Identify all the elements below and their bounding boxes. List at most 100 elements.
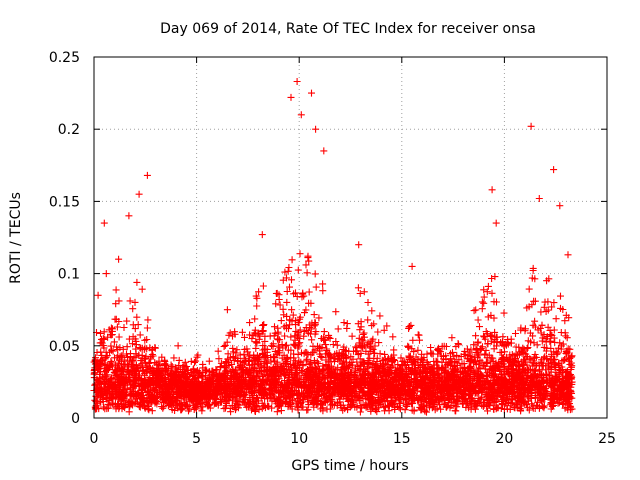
data-point xyxy=(409,336,417,344)
data-point xyxy=(311,270,319,278)
data-point xyxy=(537,308,545,316)
data-point xyxy=(476,323,483,331)
data-point xyxy=(381,407,389,415)
data-point xyxy=(472,332,480,340)
data-point xyxy=(416,336,423,344)
data-point xyxy=(248,406,255,414)
data-point xyxy=(132,345,140,353)
data-point xyxy=(423,350,431,358)
data-point xyxy=(348,332,356,340)
data-point xyxy=(310,311,318,319)
data-point xyxy=(364,316,372,324)
data-point xyxy=(410,407,418,415)
data-point xyxy=(320,328,328,336)
data-points xyxy=(90,78,576,416)
data-point xyxy=(277,317,285,325)
data-point xyxy=(557,292,564,300)
data-point xyxy=(480,299,488,307)
data-point xyxy=(538,321,546,329)
data-point xyxy=(253,302,261,310)
data-point xyxy=(474,316,482,324)
data-point xyxy=(220,343,228,350)
data-point xyxy=(512,330,519,337)
data-point xyxy=(121,404,129,412)
data-point xyxy=(288,256,296,264)
data-point xyxy=(375,339,383,347)
data-point xyxy=(488,289,496,297)
data-point xyxy=(539,403,547,411)
data-point xyxy=(374,328,382,336)
data-point xyxy=(110,338,118,346)
data-point xyxy=(284,267,292,275)
data-point xyxy=(293,293,301,300)
data-point xyxy=(326,334,334,342)
data-point xyxy=(368,307,376,315)
data-point xyxy=(312,283,320,291)
data-point xyxy=(287,333,295,341)
data-point xyxy=(478,305,486,313)
data-point xyxy=(332,308,340,316)
data-point xyxy=(115,333,123,341)
data-point xyxy=(112,286,120,294)
data-point xyxy=(552,315,560,323)
data-point xyxy=(215,355,223,363)
data-point xyxy=(133,313,141,321)
data-point xyxy=(303,269,311,277)
data-point xyxy=(100,328,108,336)
data-point xyxy=(547,331,555,339)
data-point xyxy=(448,334,456,342)
data-point xyxy=(131,325,139,333)
data-point xyxy=(472,306,480,314)
data-point xyxy=(500,309,508,317)
data-point xyxy=(292,289,299,297)
data-point xyxy=(381,350,389,358)
data-point xyxy=(323,405,331,413)
data-point xyxy=(305,288,313,296)
data-point xyxy=(276,301,284,309)
data-point xyxy=(129,357,137,364)
data-point xyxy=(296,250,304,258)
data-point xyxy=(390,346,398,354)
data-point xyxy=(484,282,492,290)
data-point xyxy=(123,317,131,325)
data-point xyxy=(288,276,295,284)
data-point xyxy=(360,329,368,337)
data-point xyxy=(271,323,278,331)
data-point xyxy=(333,341,341,349)
data-point xyxy=(488,275,496,282)
data-point xyxy=(395,404,403,412)
data-point xyxy=(259,321,266,329)
data-point xyxy=(364,299,372,306)
chart-title: Day 069 of 2014, Rate Of TEC Index for r… xyxy=(160,21,536,37)
data-point xyxy=(542,347,550,355)
data-point xyxy=(125,408,133,416)
data-point xyxy=(205,357,213,365)
data-point xyxy=(480,293,488,301)
data-point xyxy=(259,282,267,290)
data-point xyxy=(104,404,112,412)
data-point xyxy=(283,298,291,306)
data-point xyxy=(531,317,539,325)
data-point xyxy=(352,343,360,351)
data-point xyxy=(414,331,422,339)
data-point xyxy=(281,268,289,276)
data-point xyxy=(281,332,289,340)
data-point xyxy=(376,312,384,320)
data-point xyxy=(356,408,364,416)
data-point xyxy=(556,339,564,347)
data-point xyxy=(561,317,569,325)
data-point xyxy=(493,342,500,350)
data-point xyxy=(546,327,554,334)
data-point xyxy=(404,342,412,350)
data-point xyxy=(554,349,562,357)
data-point xyxy=(531,297,539,305)
data-point xyxy=(244,348,252,356)
data-point xyxy=(129,305,137,313)
data-point xyxy=(290,340,298,348)
data-point xyxy=(214,347,222,355)
data-point xyxy=(138,285,146,293)
data-point xyxy=(380,326,388,334)
data-point xyxy=(315,314,323,322)
data-point xyxy=(319,280,327,288)
data-point xyxy=(253,339,261,346)
